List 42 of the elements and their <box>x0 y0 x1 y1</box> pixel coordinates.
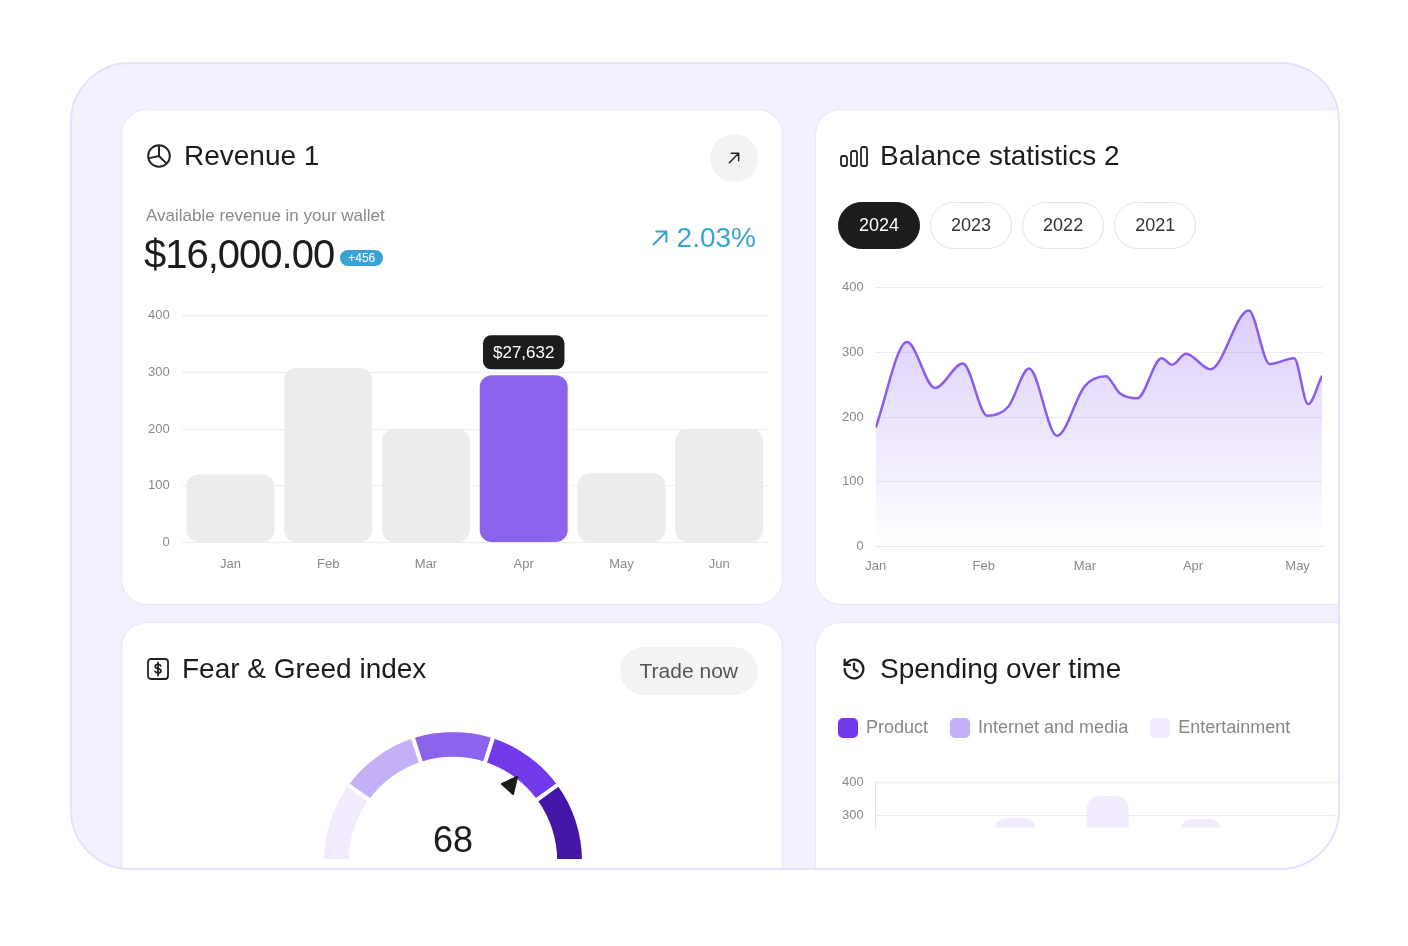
x-tick-label: Apr <box>513 555 535 571</box>
text: +456 <box>340 249 384 266</box>
legend-label: Internet and media <box>977 717 1129 738</box>
x-tick-label: Jun <box>708 555 730 571</box>
text: $16,000.00 <box>144 232 335 277</box>
x-tick-label: Apr <box>1182 557 1204 573</box>
y-tick-label: 100 <box>841 473 864 489</box>
text: Trade now <box>619 647 758 695</box>
y-tick-label: 400 <box>147 307 170 323</box>
text: 2024 <box>838 202 921 249</box>
y-tick-label: 100 <box>147 477 170 493</box>
y-tick-label: 400 <box>841 279 864 295</box>
text: 68 <box>431 819 474 861</box>
chart-title: Revenue 1 <box>184 140 320 172</box>
x-tick-label: Mar <box>414 555 438 571</box>
x-tick-label: May <box>609 555 635 571</box>
text: 2022 <box>1022 202 1105 249</box>
x-tick-label: Feb <box>972 557 995 573</box>
x-tick-label: May <box>1285 557 1311 573</box>
chart-title: Spending over time <box>880 653 1122 685</box>
chart-title: Balance statistics 2 <box>880 140 1120 172</box>
text: 2021 <box>1114 202 1197 249</box>
y-tick-label: 300 <box>147 364 170 380</box>
legend-label: Entertainment <box>1177 717 1291 738</box>
legend-label: Product <box>865 717 929 738</box>
text: 2.03% <box>676 222 756 254</box>
x-tick-label: Jan <box>865 557 887 573</box>
x-tick-label: Mar <box>1073 557 1097 573</box>
annotation: $27,632 <box>492 342 555 362</box>
y-tick-label: 0 <box>856 537 864 553</box>
text: 2023 <box>930 202 1013 249</box>
x-tick-label: Jan <box>220 555 242 571</box>
chart-subtitle: Available revenue in your wallet <box>146 206 385 226</box>
y-tick-label: 400 <box>841 774 864 790</box>
y-tick-label: 300 <box>841 344 864 360</box>
y-tick-label: 0 <box>162 533 170 549</box>
y-tick-label: 200 <box>841 408 864 424</box>
y-tick-label: 300 <box>841 806 864 822</box>
chart-title: Fear & Greed index <box>182 653 427 685</box>
bar <box>479 375 568 542</box>
x-tick-label: Feb <box>317 555 340 571</box>
y-tick-label: 200 <box>147 420 170 436</box>
